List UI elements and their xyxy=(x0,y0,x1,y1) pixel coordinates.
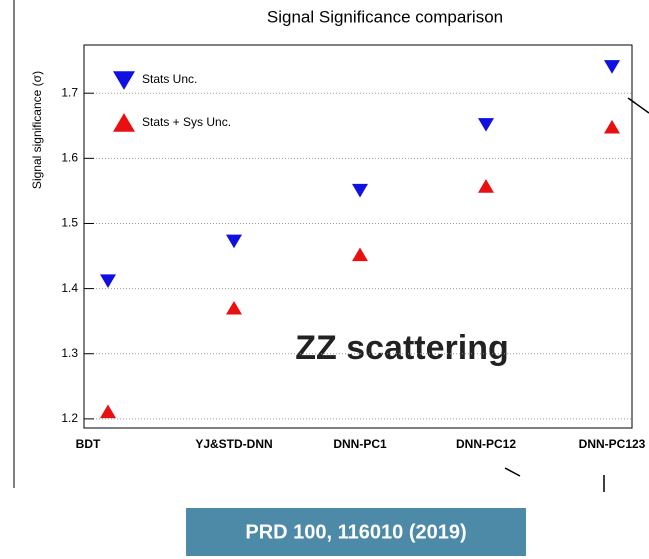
marker xyxy=(226,300,242,315)
legend-label: Stats + Sys Unc. xyxy=(142,115,231,129)
y-tick-label: 1.4 xyxy=(61,281,78,295)
marker xyxy=(478,179,494,193)
y-tick-label: 1.7 xyxy=(61,85,78,99)
legend-label: Stats Unc. xyxy=(142,72,197,86)
reference: PRD 100, 116010 (2019) xyxy=(245,521,466,543)
chart-title: Signal Significance comparison xyxy=(267,7,503,26)
marker xyxy=(100,274,116,288)
plot-frame xyxy=(83,44,633,429)
y-tick-label: 1.5 xyxy=(61,216,78,230)
annotation: ZZ scattering xyxy=(295,329,508,367)
arrow xyxy=(504,467,521,477)
marker xyxy=(226,234,242,249)
x-tick-label: BDT xyxy=(76,437,101,451)
x-tick-label: DNN-PC12 xyxy=(456,437,516,451)
x-tick-label: DNN-PC1 xyxy=(333,437,387,451)
marker xyxy=(352,183,368,198)
legend-marker xyxy=(113,71,135,90)
legend-marker xyxy=(113,113,135,132)
y-tick-label: 1.2 xyxy=(61,411,78,425)
marker xyxy=(478,118,494,132)
y-tick-label: 1.6 xyxy=(61,151,78,165)
marker xyxy=(604,119,620,134)
x-tick-label: DNN-PC123 xyxy=(579,437,646,451)
x-tick-label: YJ&STD-DNN xyxy=(195,437,272,451)
marker xyxy=(604,60,620,74)
y-tick-label: 1.3 xyxy=(61,346,78,360)
marker xyxy=(352,247,368,262)
arrow xyxy=(627,97,649,114)
reference-box xyxy=(186,508,526,556)
marker xyxy=(100,404,116,419)
y-axis-label: Signal significance (σ) xyxy=(30,71,44,189)
